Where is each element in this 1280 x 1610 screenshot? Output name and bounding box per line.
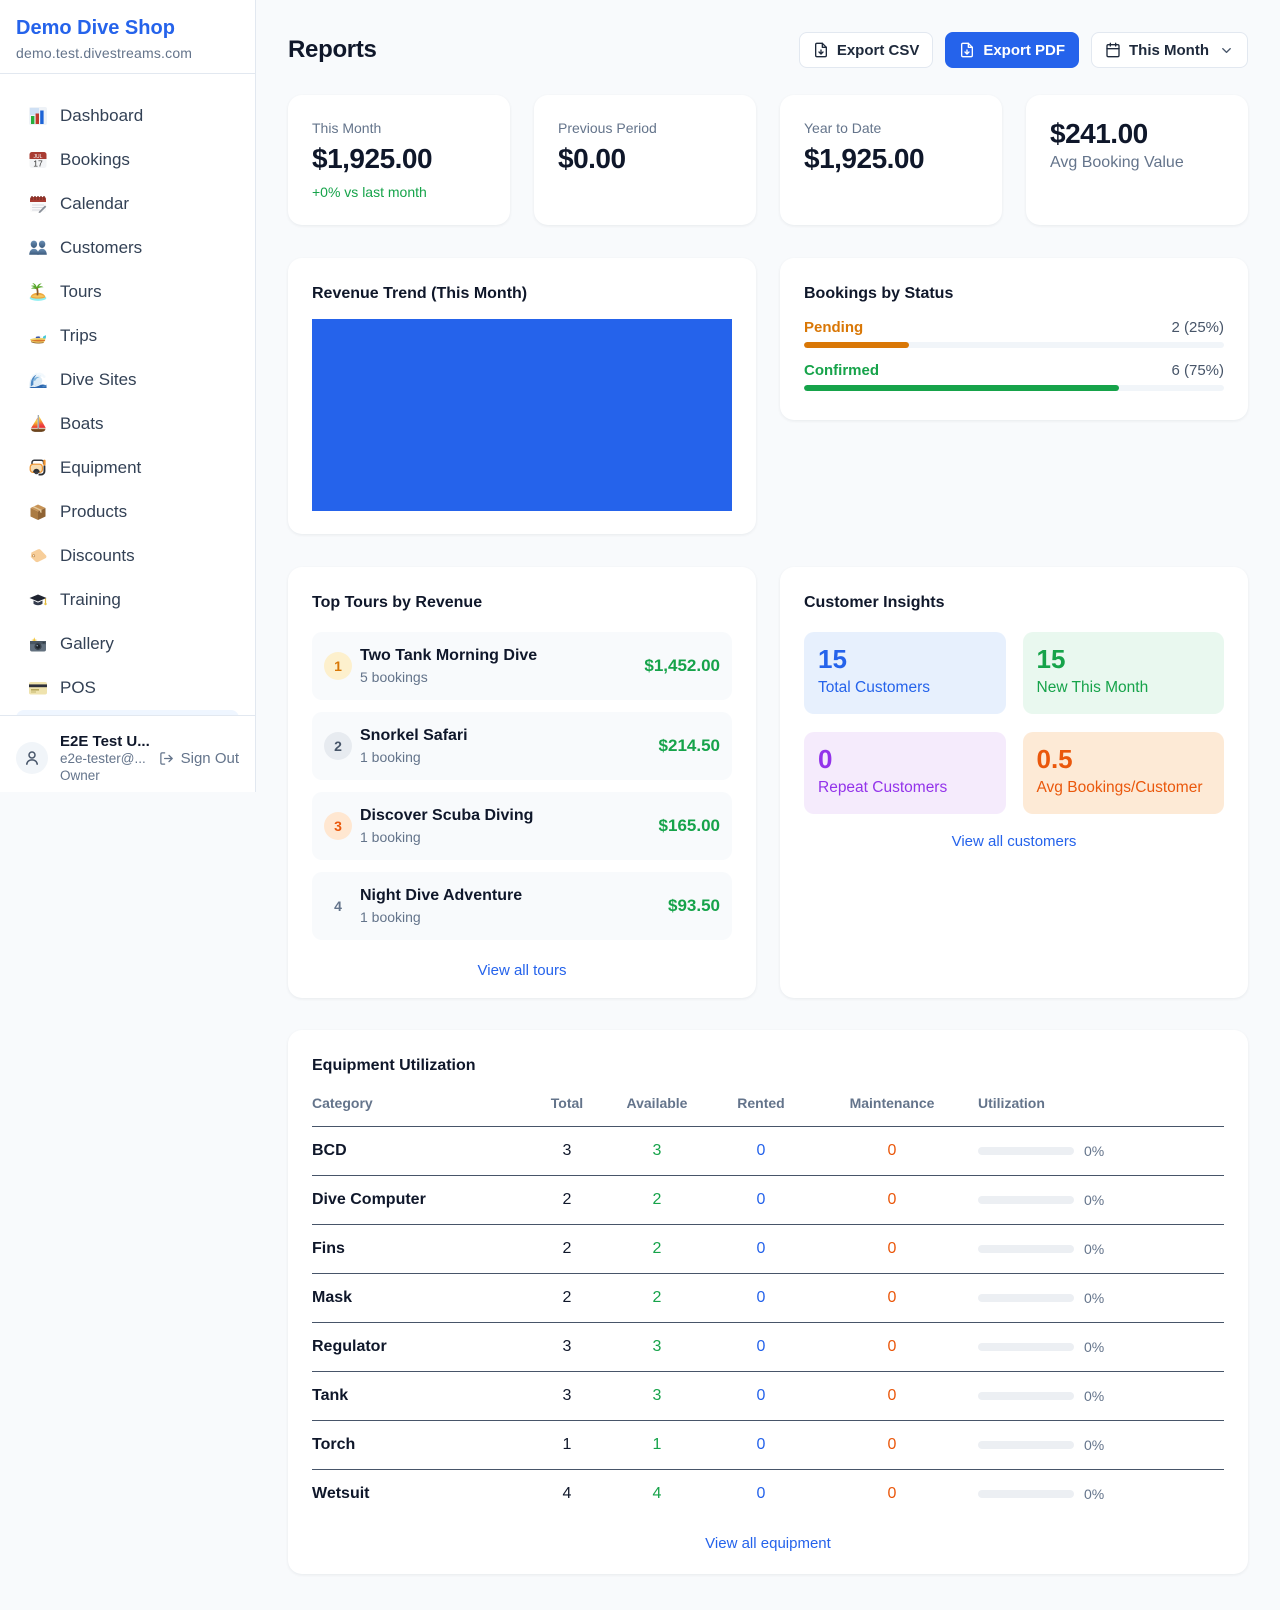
svg-text:JUL: JUL [34,154,43,160]
svg-text:17: 17 [33,159,43,169]
